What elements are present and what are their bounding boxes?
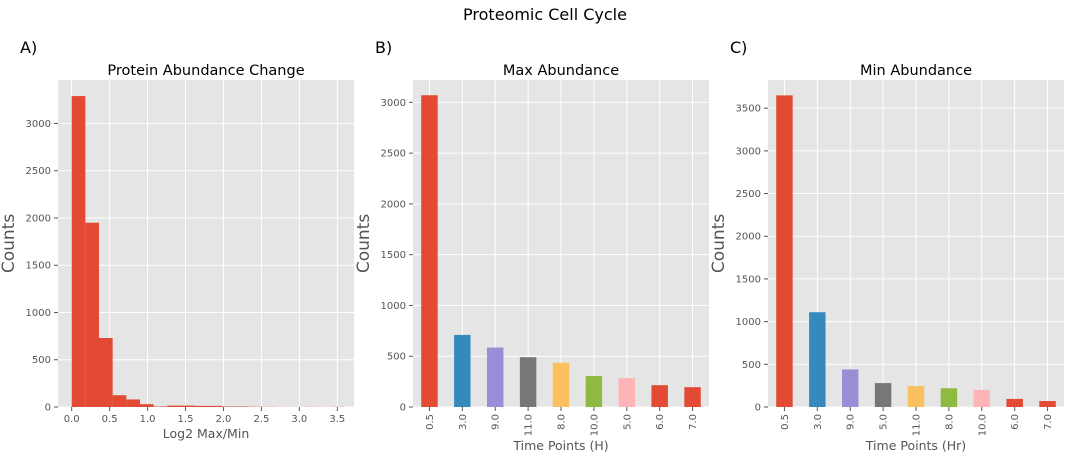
x-tick-label: 8.0 — [944, 414, 955, 430]
bar — [940, 388, 958, 407]
histogram-panel: Protein Abundance Change 0 500 1000 1500 2000… — [0, 63, 354, 441]
bar — [973, 389, 990, 407]
bar — [1039, 401, 1056, 407]
y-tick-label: 1500 — [381, 250, 406, 261]
figure-title: Proteomic Cell Cycle — [463, 5, 627, 24]
bar — [585, 376, 603, 407]
y-tick-label: 2000 — [26, 213, 51, 224]
histogram-bar — [112, 395, 127, 407]
y-tick-label: 2500 — [26, 166, 51, 177]
y-tick-label: 1000 — [26, 308, 51, 319]
bar — [809, 312, 826, 407]
y-tick-label: 3000 — [381, 98, 406, 109]
x-tick-label: 7.0 — [688, 414, 699, 430]
histogram-bar — [194, 405, 209, 407]
x-tick-label: 7.0 — [1043, 414, 1054, 430]
y-tick-label: 1000 — [381, 301, 406, 312]
panel-title: Protein Abundance Change — [107, 63, 304, 79]
x-tick-label: 0.0 — [64, 414, 80, 425]
histogram-bar — [208, 405, 222, 407]
bar — [1006, 398, 1023, 407]
y-axis-label: Counts — [354, 214, 374, 273]
x-tick-label: 3.0 — [291, 414, 307, 425]
histogram-bar — [98, 338, 113, 407]
min-abundance-panel: Min Abundance 0 500 1000 1500 2000 2500 3000 350… — [709, 63, 1064, 453]
x-axis-label: Time Points (Hr) — [865, 438, 966, 453]
y-tick-label: 500 — [32, 355, 51, 366]
y-tick-label: 0 — [45, 403, 51, 414]
x-tick-label: 9.0 — [846, 414, 857, 430]
y-tick-label: 2500 — [736, 189, 761, 200]
bar — [684, 387, 701, 407]
histogram-bar — [85, 222, 99, 407]
y-tick-label: 0 — [755, 403, 761, 414]
y-axis-label: Counts — [0, 214, 19, 273]
x-tick-label: 9.0 — [491, 414, 502, 430]
x-tick-label: 3.5 — [329, 414, 345, 425]
x-tick-label: 0.5 — [780, 414, 791, 430]
y-tick-label: 500 — [387, 352, 406, 363]
bar — [874, 383, 892, 407]
bar — [519, 357, 537, 407]
x-tick-label: 11.0 — [524, 414, 535, 436]
y-tick-label: 2000 — [736, 232, 761, 243]
y-tick-label: 1500 — [26, 261, 51, 272]
x-tick-label: 2.5 — [253, 414, 269, 425]
y-tick-label: 500 — [742, 360, 761, 371]
x-tick-label: 5.0 — [622, 414, 633, 430]
histogram-bar — [71, 96, 86, 408]
y-tick-label: 1000 — [736, 317, 761, 328]
x-tick-label: 10.0 — [589, 414, 600, 436]
max-abundance-panel: Max Abundance 0 500 1000 1500 2000 2500 3000 Cou… — [354, 63, 709, 453]
bar — [552, 362, 570, 407]
x-tick-label: 1.5 — [178, 414, 194, 425]
x-tick-label: 11.0 — [912, 414, 923, 436]
bar — [907, 386, 925, 407]
histogram-bar — [126, 399, 140, 407]
y-axis-label: Counts — [709, 214, 729, 273]
bar — [618, 378, 635, 407]
y-tick-label: 0 — [400, 403, 406, 414]
y-tick-label: 2000 — [381, 199, 406, 210]
bar — [776, 95, 793, 407]
x-tick-label: 3.0 — [813, 414, 824, 430]
x-tick-label: 3.0 — [458, 414, 469, 430]
x-axis-label: Time Points (H) — [512, 438, 608, 453]
bar — [421, 95, 438, 408]
x-tick-label: 6.0 — [655, 414, 666, 430]
panel-label-b: B) — [375, 38, 392, 57]
x-tick-label: 0.5 — [102, 414, 118, 425]
panel-title: Min Abundance — [860, 63, 972, 79]
x-tick-label: 0.5 — [425, 414, 436, 430]
histogram-bar — [180, 405, 195, 407]
x-tick-label: 2.0 — [216, 414, 232, 425]
histogram-bar — [167, 405, 181, 407]
x-tick-label: 10.0 — [977, 414, 988, 436]
bar — [454, 334, 471, 407]
y-tick-label: 1500 — [736, 274, 761, 285]
panel-label-c: C) — [730, 38, 747, 57]
bar — [842, 369, 859, 407]
x-tick-label: 6.0 — [1010, 414, 1021, 430]
x-tick-label: 8.0 — [557, 414, 568, 430]
x-tick-label: 5.0 — [879, 414, 890, 430]
y-tick-label: 2500 — [381, 149, 406, 160]
y-tick-label: 3000 — [26, 119, 51, 130]
x-axis-label: Log2 Max/Min — [163, 426, 250, 441]
y-tick-label: 3000 — [736, 146, 761, 157]
panel-label-a: A) — [20, 38, 37, 57]
bar — [651, 385, 668, 407]
histogram-bar — [139, 404, 154, 407]
y-tick-label: 3500 — [736, 104, 761, 115]
panel-title: Max Abundance — [503, 63, 619, 79]
x-tick-label: 1.0 — [140, 414, 156, 425]
bar — [487, 347, 504, 407]
